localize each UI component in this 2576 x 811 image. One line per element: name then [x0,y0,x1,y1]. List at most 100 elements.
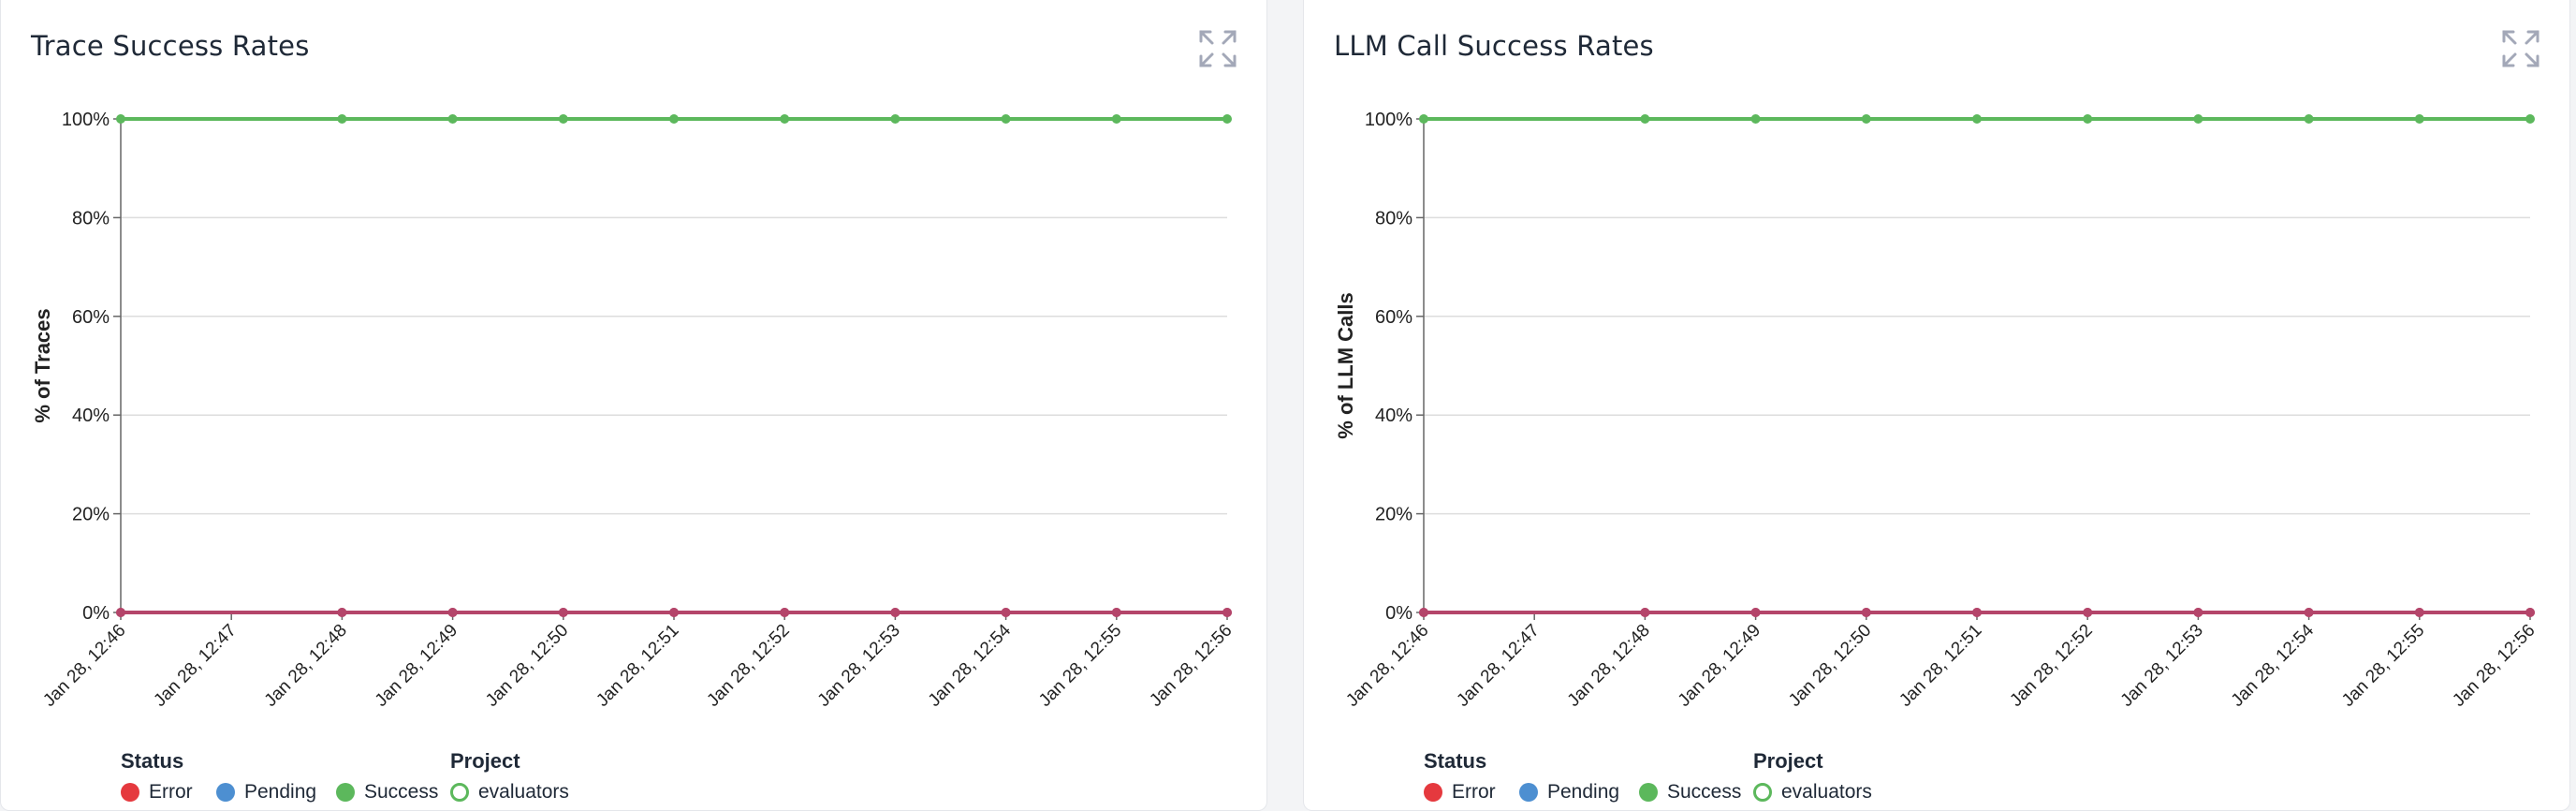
x-tick-label: Jan 28, 12:55 [2338,621,2428,711]
y-tick-label: 80% [1375,208,1412,229]
x-tick-label: Jan 28, 12:46 [39,621,129,711]
x-tick-label: Jan 28, 12:49 [372,621,461,711]
legend-item-success[interactable]: Success [336,781,438,804]
pending-swatch-icon [1519,783,1538,802]
y-tick-label: 80% [72,208,110,229]
legend-label: evaluators [1781,781,1872,803]
legend-label: Pending [1547,781,1620,803]
x-tick-label: Jan 28, 12:56 [2449,621,2539,711]
expand-button[interactable] [2500,28,2541,69]
data-point-pending [1640,608,1650,617]
legend-status-title: Status [121,749,184,773]
data-point-success [1861,114,1871,124]
data-point-success [669,114,679,124]
y-tick-label: 20% [72,505,110,525]
x-tick-label: Jan 28, 12:52 [2006,621,2096,711]
expand-icon [1199,30,1237,67]
data-point-success [337,114,347,124]
legend-item-evaluators[interactable]: evaluators [1753,781,1872,804]
x-tick-label: Jan 28, 12:51 [1895,621,1985,711]
data-point-success [558,114,568,124]
legend-label: Success [364,781,439,803]
expand-icon [2502,30,2539,67]
y-tick-label: 40% [1375,406,1412,426]
y-axis-label: % of LLM Calls [1334,292,1357,438]
y-tick-label: 100% [62,110,110,130]
y-axis-label: % of Traces [31,308,54,422]
x-tick-label: Jan 28, 12:55 [1035,621,1125,711]
legend-label: Success [1667,781,1742,803]
y-tick-label: 0% [82,603,110,624]
data-point-success [1001,114,1011,124]
data-point-success [2414,114,2424,124]
legend-item-error[interactable]: Error [1424,781,1496,804]
llm-call-success-panel: LLM Call Success Rates 0% 20% 40% 60% 80% 100… [1303,0,2570,811]
x-tick-label: Jan 28, 12:50 [1785,621,1875,711]
data-point-pending [1972,608,1982,617]
project-swatch-icon [1753,783,1772,802]
data-point-pending [1750,608,1761,617]
trace-success-panel: Trace Success Rates 0% 20% 40% 60% 80% 100% % … [0,0,1267,811]
success-swatch-icon [1639,783,1658,802]
data-point-pending [2193,608,2203,617]
data-point-pending [337,608,347,617]
legend-item-success[interactable]: Success [1639,781,1741,804]
x-tick-label: Jan 28, 12:54 [2228,620,2319,711]
x-tick-label: Jan 28, 12:53 [2117,621,2207,711]
legend-project-title: Project [450,749,520,773]
x-tick-label: Jan 28, 12:47 [150,621,240,711]
data-point-success [890,114,900,124]
legend-item-pending[interactable]: Pending [1519,781,1619,804]
data-point-pending [1419,608,1428,617]
data-point-success [2525,114,2535,124]
project-swatch-icon [450,783,469,802]
data-point-pending [890,608,900,617]
data-point-pending [1001,608,1011,617]
data-point-pending [1861,608,1871,617]
x-tick-label: Jan 28, 12:49 [1675,621,1764,711]
legend-project-title: Project [1753,749,1823,773]
y-tick-label: 40% [72,406,110,426]
legend-item-evaluators[interactable]: evaluators [450,781,569,804]
data-point-success [447,114,458,124]
y-tick-label: 100% [1365,110,1412,130]
data-point-pending [1222,608,1232,617]
x-tick-label: Jan 28, 12:53 [814,621,904,711]
x-tick-label: Jan 28, 12:46 [1342,621,1432,711]
y-tick-label: 60% [72,307,110,328]
data-point-success [2083,114,2093,124]
data-point-success [1111,114,1121,124]
legend-item-error[interactable]: Error [121,781,193,804]
trace-success-chart: 0% 20% 40% 60% 80% 100% % of Traces Jan 28, 12:… [31,110,1237,711]
data-point-pending [2304,608,2314,617]
x-tick-label: Jan 28, 12:51 [593,621,682,711]
data-point-success [1222,114,1232,124]
y-tick-label: 20% [1375,505,1412,525]
x-tick-label: Jan 28, 12:50 [482,621,572,711]
data-point-pending [2525,608,2535,617]
data-point-pending [2083,608,2093,617]
x-tick-label: Jan 28, 12:52 [703,621,793,711]
data-point-pending [447,608,458,617]
legend-label: evaluators [478,781,569,803]
legend-label: Pending [244,781,317,803]
data-point-success [1419,114,1428,124]
x-tick-label: Jan 28, 12:47 [1453,621,1543,711]
data-point-pending [558,608,568,617]
error-swatch-icon [1424,783,1442,802]
legend-item-pending[interactable]: Pending [216,781,316,804]
pending-swatch-icon [216,783,235,802]
data-point-success [2304,114,2314,124]
x-tick-label: Jan 28, 12:56 [1146,621,1236,711]
data-point-pending [669,608,679,617]
x-tick-label: Jan 28, 12:48 [261,621,351,711]
data-point-success [780,114,790,124]
expand-button[interactable] [1197,28,1238,69]
panel-title: LLM Call Success Rates [1334,30,1654,62]
legend-label: Error [149,781,193,803]
data-point-pending [2414,608,2424,617]
y-tick-label: 60% [1375,307,1412,328]
llm-call-success-chart: 0% 20% 40% 60% 80% 100% % of LLM Calls Jan 28, … [1334,110,2539,711]
data-point-pending [1111,608,1121,617]
data-point-success [1972,114,1982,124]
